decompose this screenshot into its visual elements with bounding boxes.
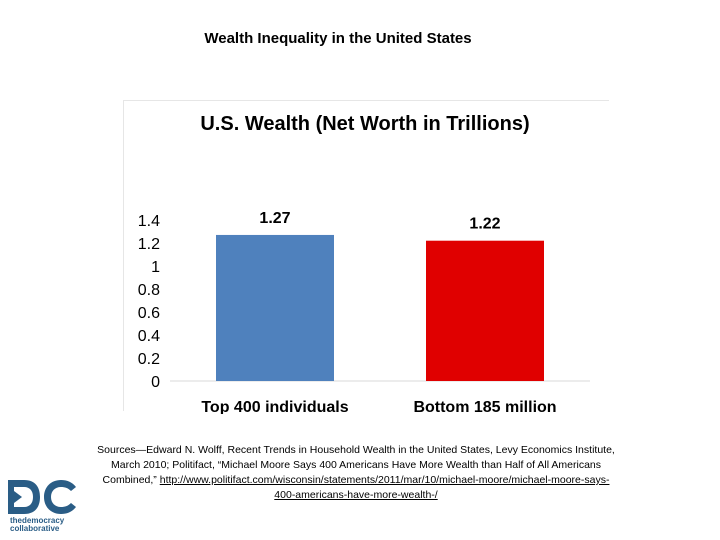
slide-title: Wealth Inequality in the United States [204, 30, 472, 47]
x-tick-label: Top 400 individuals [201, 399, 348, 414]
data-label: 1.27 [259, 210, 290, 227]
y-tick-label: 0.4 [138, 328, 160, 345]
y-tick-label: 0.8 [138, 282, 160, 299]
y-tick-label: 0 [151, 374, 160, 391]
x-axis-labels: Top 400 individuals Bottom 185 million [201, 399, 556, 414]
chart: U.S. Wealth (Net Worth in Trillions) 0 0.… [120, 96, 610, 414]
x-tick-label: Bottom 185 million [413, 399, 556, 414]
bar [216, 234, 334, 381]
logo-line-1: thedemocracy [10, 516, 65, 525]
y-tick-label: 1.4 [138, 213, 160, 230]
data-label: 1.22 [469, 216, 500, 233]
y-tick-label: 1.2 [138, 236, 160, 253]
sources-text: Sources—Edward N. Wolff, Recent Trends i… [97, 444, 615, 486]
logo-tagline: thedemocracy collaborative [10, 517, 64, 533]
democracy-collaborative-logo [6, 478, 80, 536]
bar [426, 240, 544, 381]
bar-chart-svg: U.S. Wealth (Net Worth in Trillions) 0 0.… [138, 113, 590, 414]
logo-line-2: collaborative [10, 524, 60, 533]
y-axis-ticks: 0 0.2 0.4 0.6 0.8 1 1.2 1.4 [138, 213, 160, 391]
data-labels: 1.27 1.22 [259, 210, 500, 233]
dc-logo-icon [8, 480, 76, 514]
y-tick-label: 0.2 [138, 351, 160, 368]
y-tick-label: 0.6 [138, 305, 160, 322]
sources-link[interactable]: http://www.politifact.com/wisconsin/stat… [159, 474, 610, 501]
bars [216, 234, 544, 381]
sources-note: Sources—Edward N. Wolff, Recent Trends i… [96, 443, 616, 503]
y-tick-label: 1 [151, 259, 160, 276]
chart-title: U.S. Wealth (Net Worth in Trillions) [200, 113, 529, 135]
